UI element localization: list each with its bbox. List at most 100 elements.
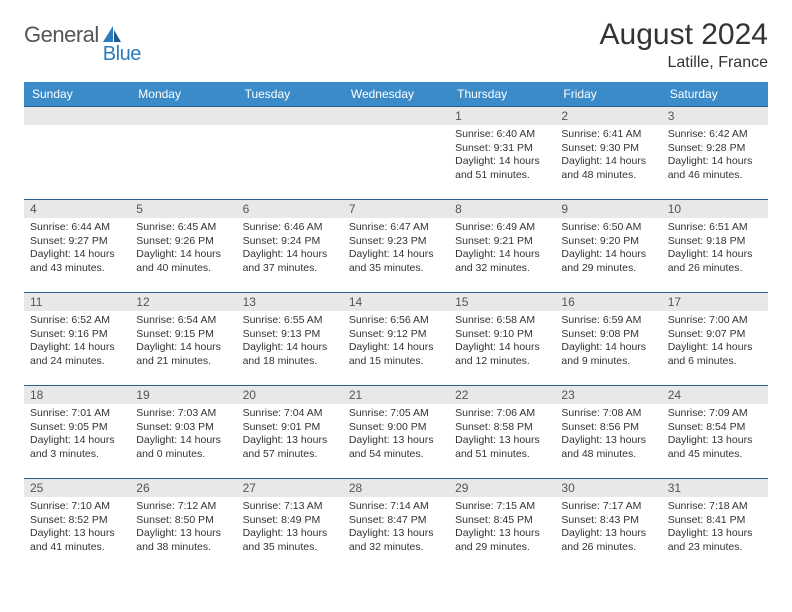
calendar-page: General Blue August 2024 Latille, France… — [0, 0, 792, 572]
day-info: Sunrise: 7:01 AMSunset: 9:05 PMDaylight:… — [24, 404, 130, 466]
day-number: 8 — [449, 200, 555, 218]
day-info: Sunrise: 7:18 AMSunset: 8:41 PMDaylight:… — [662, 497, 768, 559]
day-number: 3 — [662, 107, 768, 125]
calendar-week-row: 11Sunrise: 6:52 AMSunset: 9:16 PMDayligh… — [24, 293, 768, 386]
day-number: 5 — [130, 200, 236, 218]
day-info: Sunrise: 6:40 AMSunset: 9:31 PMDaylight:… — [449, 125, 555, 187]
calendar-day-cell: 25Sunrise: 7:10 AMSunset: 8:52 PMDayligh… — [24, 479, 130, 572]
day-number: 20 — [237, 386, 343, 404]
day-info: Sunrise: 6:50 AMSunset: 9:20 PMDaylight:… — [555, 218, 661, 280]
calendar-day-cell: 26Sunrise: 7:12 AMSunset: 8:50 PMDayligh… — [130, 479, 236, 572]
day-number: 28 — [343, 479, 449, 497]
calendar-body: 1Sunrise: 6:40 AMSunset: 9:31 PMDaylight… — [24, 107, 768, 572]
month-title: August 2024 — [600, 18, 768, 52]
day-number: 22 — [449, 386, 555, 404]
calendar-day-cell: 11Sunrise: 6:52 AMSunset: 9:16 PMDayligh… — [24, 293, 130, 386]
day-info: Sunrise: 6:44 AMSunset: 9:27 PMDaylight:… — [24, 218, 130, 280]
weekday-header: Friday — [555, 82, 661, 107]
day-info: Sunrise: 6:55 AMSunset: 9:13 PMDaylight:… — [237, 311, 343, 373]
logo-text-general: General — [24, 24, 99, 46]
day-info: Sunrise: 6:49 AMSunset: 9:21 PMDaylight:… — [449, 218, 555, 280]
day-number: 19 — [130, 386, 236, 404]
day-number: 6 — [237, 200, 343, 218]
day-info: Sunrise: 6:47 AMSunset: 9:23 PMDaylight:… — [343, 218, 449, 280]
calendar-day-cell — [130, 107, 236, 200]
calendar-week-row: 18Sunrise: 7:01 AMSunset: 9:05 PMDayligh… — [24, 386, 768, 479]
day-info: Sunrise: 7:13 AMSunset: 8:49 PMDaylight:… — [237, 497, 343, 559]
calendar-week-row: 25Sunrise: 7:10 AMSunset: 8:52 PMDayligh… — [24, 479, 768, 572]
day-number: 15 — [449, 293, 555, 311]
day-info: Sunrise: 6:45 AMSunset: 9:26 PMDaylight:… — [130, 218, 236, 280]
calendar-day-cell: 30Sunrise: 7:17 AMSunset: 8:43 PMDayligh… — [555, 479, 661, 572]
day-info: Sunrise: 6:52 AMSunset: 9:16 PMDaylight:… — [24, 311, 130, 373]
day-number: 9 — [555, 200, 661, 218]
location: Latille, France — [600, 54, 768, 72]
calendar-day-cell: 4Sunrise: 6:44 AMSunset: 9:27 PMDaylight… — [24, 200, 130, 293]
day-number: 16 — [555, 293, 661, 311]
calendar-day-cell: 31Sunrise: 7:18 AMSunset: 8:41 PMDayligh… — [662, 479, 768, 572]
day-number: 26 — [130, 479, 236, 497]
calendar-day-cell: 18Sunrise: 7:01 AMSunset: 9:05 PMDayligh… — [24, 386, 130, 479]
day-number: 14 — [343, 293, 449, 311]
calendar-day-cell: 16Sunrise: 6:59 AMSunset: 9:08 PMDayligh… — [555, 293, 661, 386]
calendar-day-cell: 12Sunrise: 6:54 AMSunset: 9:15 PMDayligh… — [130, 293, 236, 386]
day-info: Sunrise: 7:00 AMSunset: 9:07 PMDaylight:… — [662, 311, 768, 373]
calendar-day-cell: 2Sunrise: 6:41 AMSunset: 9:30 PMDaylight… — [555, 107, 661, 200]
calendar-day-cell — [343, 107, 449, 200]
day-info: Sunrise: 7:12 AMSunset: 8:50 PMDaylight:… — [130, 497, 236, 559]
day-info: Sunrise: 6:46 AMSunset: 9:24 PMDaylight:… — [237, 218, 343, 280]
calendar-week-row: 1Sunrise: 6:40 AMSunset: 9:31 PMDaylight… — [24, 107, 768, 200]
day-number: 21 — [343, 386, 449, 404]
day-info: Sunrise: 7:08 AMSunset: 8:56 PMDaylight:… — [555, 404, 661, 466]
logo: General Blue — [24, 18, 141, 64]
day-info: Sunrise: 7:03 AMSunset: 9:03 PMDaylight:… — [130, 404, 236, 466]
weekday-header: Monday — [130, 82, 236, 107]
day-info: Sunrise: 6:59 AMSunset: 9:08 PMDaylight:… — [555, 311, 661, 373]
day-number: 29 — [449, 479, 555, 497]
calendar-day-cell: 9Sunrise: 6:50 AMSunset: 9:20 PMDaylight… — [555, 200, 661, 293]
calendar-day-cell: 15Sunrise: 6:58 AMSunset: 9:10 PMDayligh… — [449, 293, 555, 386]
weekday-header: Saturday — [662, 82, 768, 107]
day-number: 30 — [555, 479, 661, 497]
day-number-empty — [24, 107, 130, 125]
day-number: 12 — [130, 293, 236, 311]
calendar-day-cell: 1Sunrise: 6:40 AMSunset: 9:31 PMDaylight… — [449, 107, 555, 200]
day-number: 24 — [662, 386, 768, 404]
calendar-day-cell: 20Sunrise: 7:04 AMSunset: 9:01 PMDayligh… — [237, 386, 343, 479]
calendar-day-cell: 7Sunrise: 6:47 AMSunset: 9:23 PMDaylight… — [343, 200, 449, 293]
day-info: Sunrise: 7:10 AMSunset: 8:52 PMDaylight:… — [24, 497, 130, 559]
day-number: 25 — [24, 479, 130, 497]
weekday-header: Wednesday — [343, 82, 449, 107]
day-info: Sunrise: 6:51 AMSunset: 9:18 PMDaylight:… — [662, 218, 768, 280]
day-number: 11 — [24, 293, 130, 311]
day-number-empty — [237, 107, 343, 125]
calendar-week-row: 4Sunrise: 6:44 AMSunset: 9:27 PMDaylight… — [24, 200, 768, 293]
day-info: Sunrise: 7:04 AMSunset: 9:01 PMDaylight:… — [237, 404, 343, 466]
weekday-header: Tuesday — [237, 82, 343, 107]
day-number: 17 — [662, 293, 768, 311]
calendar-day-cell: 8Sunrise: 6:49 AMSunset: 9:21 PMDaylight… — [449, 200, 555, 293]
calendar-day-cell: 14Sunrise: 6:56 AMSunset: 9:12 PMDayligh… — [343, 293, 449, 386]
calendar-day-cell: 13Sunrise: 6:55 AMSunset: 9:13 PMDayligh… — [237, 293, 343, 386]
day-number-empty — [130, 107, 236, 125]
calendar-day-cell: 29Sunrise: 7:15 AMSunset: 8:45 PMDayligh… — [449, 479, 555, 572]
title-block: August 2024 Latille, France — [600, 18, 768, 72]
day-number: 1 — [449, 107, 555, 125]
calendar-day-cell: 3Sunrise: 6:42 AMSunset: 9:28 PMDaylight… — [662, 107, 768, 200]
day-info: Sunrise: 6:42 AMSunset: 9:28 PMDaylight:… — [662, 125, 768, 187]
day-number-empty — [343, 107, 449, 125]
day-info: Sunrise: 6:41 AMSunset: 9:30 PMDaylight:… — [555, 125, 661, 187]
calendar-day-cell: 17Sunrise: 7:00 AMSunset: 9:07 PMDayligh… — [662, 293, 768, 386]
day-number: 10 — [662, 200, 768, 218]
day-info: Sunrise: 7:05 AMSunset: 9:00 PMDaylight:… — [343, 404, 449, 466]
day-info: Sunrise: 7:15 AMSunset: 8:45 PMDaylight:… — [449, 497, 555, 559]
calendar-day-cell: 19Sunrise: 7:03 AMSunset: 9:03 PMDayligh… — [130, 386, 236, 479]
calendar-day-cell: 5Sunrise: 6:45 AMSunset: 9:26 PMDaylight… — [130, 200, 236, 293]
day-info: Sunrise: 6:54 AMSunset: 9:15 PMDaylight:… — [130, 311, 236, 373]
weekday-header: Thursday — [449, 82, 555, 107]
day-number: 7 — [343, 200, 449, 218]
calendar-day-cell: 23Sunrise: 7:08 AMSunset: 8:56 PMDayligh… — [555, 386, 661, 479]
weekday-header: Sunday — [24, 82, 130, 107]
calendar-day-cell: 10Sunrise: 6:51 AMSunset: 9:18 PMDayligh… — [662, 200, 768, 293]
day-number: 13 — [237, 293, 343, 311]
